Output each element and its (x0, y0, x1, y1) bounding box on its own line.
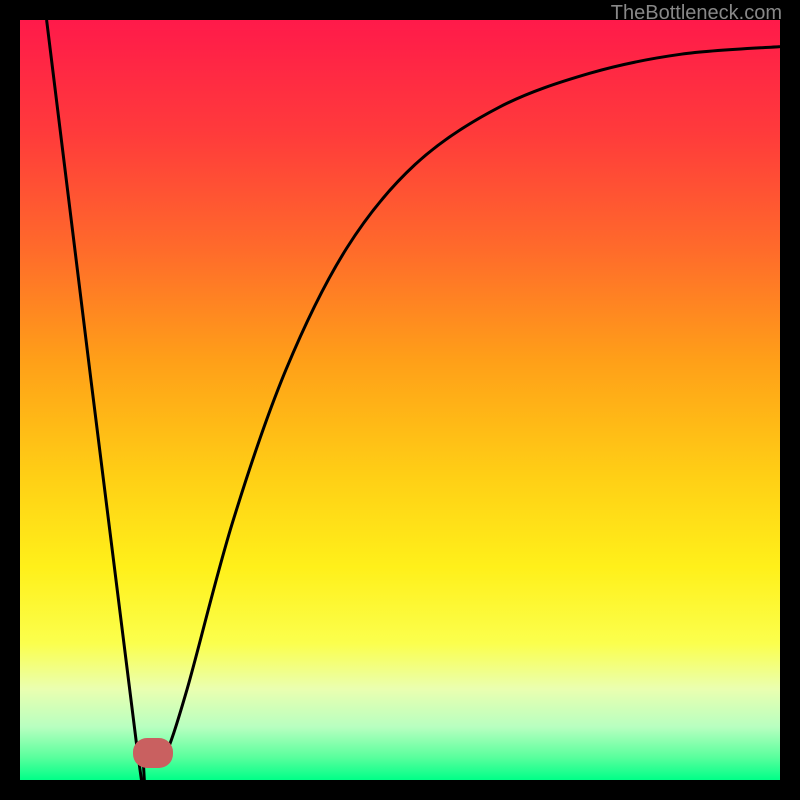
min-marker (133, 738, 173, 768)
chart-plot-area (20, 20, 780, 780)
watermark-text: TheBottleneck.com (611, 2, 782, 25)
curve-layer (20, 20, 780, 780)
bottleneck-curve (47, 20, 780, 780)
